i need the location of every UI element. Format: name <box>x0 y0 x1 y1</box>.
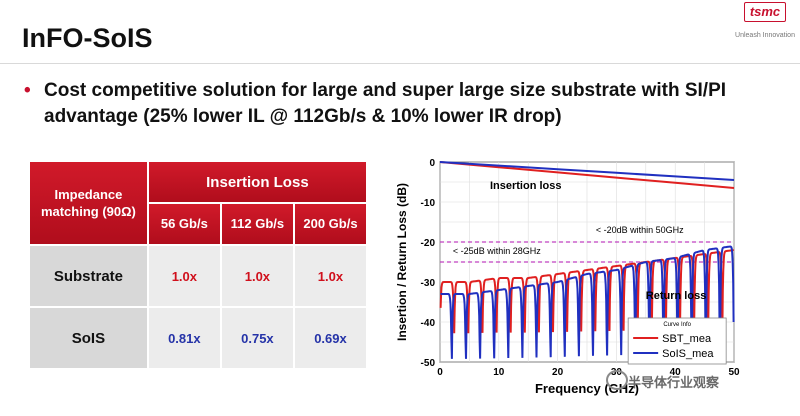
row-label-sois: SoIS <box>28 306 149 370</box>
subheader-200: 200 Gb/s <box>292 202 369 246</box>
series-line <box>440 245 735 359</box>
x-tick-label: 40 <box>670 367 682 378</box>
slide-title: InFO-SoIS <box>22 23 153 53</box>
comparison-table: Impedance matching (90Ω) Insertion Loss … <box>28 160 369 370</box>
x-tick-label: 20 <box>552 367 564 378</box>
subheader-56: 56 Gb/s <box>146 202 222 246</box>
logo-text: tsmc <box>744 2 786 22</box>
title-divider <box>0 63 800 64</box>
wechat-icon <box>606 370 628 390</box>
annotation-return-loss: Return loss <box>646 290 707 302</box>
y-tick-label: -10 <box>421 198 436 209</box>
series-line <box>439 249 735 334</box>
bullet-point: • Cost competitive solution for large an… <box>24 78 764 130</box>
y-tick-label: -40 <box>421 318 436 329</box>
y-tick-label: -30 <box>421 278 436 289</box>
table-cell: 0.81x <box>146 306 222 370</box>
y-tick-label: -20 <box>421 238 436 249</box>
header-impedance: Impedance matching (90Ω) <box>28 160 149 246</box>
legend-box <box>627 317 727 365</box>
y-tick-label: 0 <box>429 158 435 169</box>
row-label-substrate: Substrate <box>28 244 149 308</box>
series-line <box>439 161 735 189</box>
table-cell: 0.75x <box>219 306 295 370</box>
watermark: 半导体行业观察 <box>628 375 720 390</box>
logo-tagline: Unleash Innovation <box>735 32 795 39</box>
annotation-25db: < -25dB within 28GHz <box>453 246 541 256</box>
legend-label: SoIS_mea <box>662 348 714 360</box>
x-tick-label: 0 <box>437 367 443 378</box>
table-cell: 1.0x <box>292 244 369 308</box>
y-tick-label: -50 <box>421 358 436 369</box>
legend-label: SBT_mea <box>662 333 712 345</box>
table-cell: 1.0x <box>146 244 222 308</box>
x-tick-label: 10 <box>493 367 505 378</box>
legend-title: Curve Info <box>663 322 691 328</box>
header-insertion-loss: Insertion Loss <box>146 160 369 204</box>
annotation-insertion-loss: Insertion loss <box>490 180 562 192</box>
series-line <box>439 161 735 181</box>
tsmc-logo: tsmc Unleash Innovation <box>730 2 798 42</box>
y-axis-label: Insertion / Return Loss (dB) <box>395 183 409 341</box>
table-row: SoIS 0.81x 0.75x 0.69x <box>28 306 369 370</box>
subheader-112: 112 Gb/s <box>219 202 295 246</box>
bullet-text: Cost competitive solution for large and … <box>44 80 727 127</box>
table-cell: 1.0x <box>219 244 295 308</box>
table-row: Substrate 1.0x 1.0x 1.0x <box>28 244 369 308</box>
x-tick-label: 50 <box>728 367 740 378</box>
bullet-dot-icon: • <box>24 80 31 101</box>
table-cell: 0.69x <box>292 306 369 370</box>
annotation-20db: < -20dB within 50GHz <box>596 225 684 235</box>
